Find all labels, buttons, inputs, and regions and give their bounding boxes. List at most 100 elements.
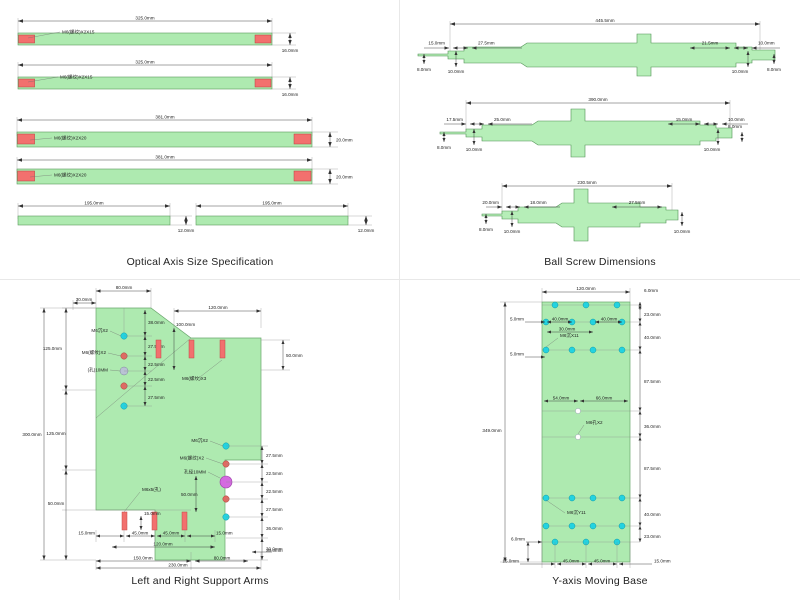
screw-3-group: 230.5mm 20.0mm 18.0mm 8.0mm 10.0mm: [479, 180, 691, 242]
arms-left-pitch-5: 27.5mm: [148, 395, 165, 400]
arms-base-right: 80.0mm: [214, 556, 231, 561]
arms-label-m6-cy-x2-right: M6沉X2: [191, 437, 208, 444]
arms-label-hole-10mm: (孔)10MM: [88, 367, 109, 374]
ybase-bottom-edge: 6.0mm: [511, 537, 525, 542]
screw-3-right-mid-dia: 10.0mm: [674, 229, 691, 234]
y-base-plate: [541, 301, 631, 563]
y-base-hole: [589, 494, 597, 502]
arms-slot-height: 15.0mm: [144, 511, 161, 516]
ybase-row-gap-4: 36.0mm: [644, 424, 661, 429]
ybase-row-gap-3: 87.5mm: [644, 379, 661, 384]
arms-left-pitch-3: 22.5mm: [148, 362, 165, 367]
arms-right-bottom-offset-label: 30.0mm: [266, 547, 283, 552]
arm-slot-bottom-3: [181, 511, 188, 531]
ybase-row-gap-7: 23.0mm: [644, 534, 661, 539]
rod-1-length: 325.0mm: [135, 16, 154, 21]
arms-base-total: 230.0mm: [168, 563, 187, 568]
caption-ball-screw: Ball Screw Dimensions: [544, 256, 656, 268]
screw-2-left-segment: 17.5mm: [446, 117, 463, 122]
rod-2-length: 325.0mm: [135, 60, 154, 65]
ybase-top-edge: 6.0mm: [644, 288, 658, 293]
caption-support-arms: Left and Right Support Arms: [131, 575, 269, 587]
ybase-height: 349.0mm: [482, 428, 501, 433]
arm-slot-bottom-1: [121, 511, 128, 531]
arms-label-m6-cy-x2: M6沉X2: [91, 327, 108, 334]
arms-right-pitch-3: 22.5mm: [266, 489, 283, 494]
ybase-left-inset: 5.0mm: [510, 317, 524, 322]
rod-1-diameter: 16.0mm: [282, 48, 299, 53]
ybase-bottom-left-edge: 15.0mm: [502, 559, 519, 564]
arm-slot-top-3: [219, 339, 226, 359]
arms-right-width: 120.0mm: [208, 305, 227, 310]
arms-right-pitch-4: 27.5mm: [266, 507, 283, 512]
arms-label-m6-thread-x2-right: M6(螺纹)X2: [180, 455, 205, 462]
screw-3-left-small-dia: 8.0mm: [479, 227, 493, 232]
arms-right-bottom-offset: 30.0mm: [266, 548, 283, 553]
arms-right-tab-height: 50.0mm: [181, 492, 198, 497]
rod-4-group: 381.0mm M6(螺纹)X2X20 20.0mm: [16, 155, 353, 185]
panel-optical-axis: 325.0mm M6(螺纹)X2X15 16.0mm: [0, 0, 400, 280]
y-base-hole: [551, 301, 559, 309]
screw-3-left-step: 18.0mm: [530, 200, 547, 205]
y-base-hole: [618, 522, 626, 530]
arms-bottom-span: 120.0mm: [153, 542, 172, 547]
rod-1-thread: M6(螺纹)X2X15: [62, 29, 95, 36]
screw-1-left-segment: 15.0mm: [428, 41, 445, 46]
arms-mid-height: 125.0mm: [46, 431, 65, 436]
arms-left-pitch-4: 22.5mm: [148, 377, 165, 382]
panel-y-axis-base: 120.0mm 6.0mm 23.0mm 40.0mm 87.5mm 36.0m…: [400, 280, 800, 600]
rod-3-group: 381.0mm M6(螺纹)X2X20 20.0mm: [16, 115, 353, 148]
screw-3-right-segment: 27.5mm: [629, 200, 646, 205]
ybase-label-m6-cy-y11: M6沉Y11: [567, 509, 586, 516]
arms-upper-height: 125.0mm: [43, 346, 62, 351]
y-base-hole: [568, 494, 576, 502]
screw-1-left-step: 27.5mm: [478, 41, 495, 46]
y-base-hole: [589, 346, 597, 354]
screw-1-right-mid-dia: 10.0mm: [732, 69, 749, 74]
rod-3-length: 381.0mm: [155, 115, 174, 120]
rod-6-diameter: 12.0mm: [358, 228, 375, 233]
screw-1-right-small-dia: 8.0mm: [767, 67, 781, 72]
rod-3-thread: M6(螺纹)X2X20: [54, 135, 87, 142]
arms-right-pitch-2: 22.5mm: [266, 471, 283, 476]
arms-label-m6-thread-x3: M6(螺纹)X3: [182, 375, 207, 382]
arms-bottom-pitch-a: 45.0mm: [132, 531, 149, 536]
screw-3-total-length: 230.5mm: [577, 180, 596, 185]
ybase-bottom-right-edge: 15.0mm: [654, 559, 671, 564]
arms-right-drop: 100.0mm: [176, 322, 195, 327]
ybase-label-m6-cy-x11: M6沉X11: [560, 332, 579, 339]
screw-2-left-small-dia: 8.0mm: [437, 145, 451, 150]
screw-2-right-mid-dia: 10.0mm: [704, 147, 721, 152]
ybase-left-inset-2: 5.0mm: [510, 352, 524, 357]
screw-2-total-length: 390.0mm: [588, 97, 607, 102]
support-arms-drawing: 80.0mm 30.0mm 300.0mm 125.0mm: [22, 285, 303, 570]
rod-6-length: 195.0mm: [262, 201, 281, 206]
ybase-label-m6-hole-x2: M6孔X2: [586, 419, 603, 426]
rod-2-group: 325.0mm M6(螺纹)X2X15 16.0mm: [17, 60, 298, 97]
arm-slot-bottom-2: [151, 511, 158, 531]
rod-6-group: 195.0mm 12.0mm: [195, 201, 375, 233]
y-base-hole: [613, 301, 621, 309]
rod-5-diameter: 12.0mm: [178, 228, 195, 233]
screw-2-group: 390.0mm 17.5mm 25.0mm 8.0mm 10.0mm: [437, 97, 748, 158]
ybase-bottom-pitch-a: 45.0mm: [563, 559, 580, 564]
optical-axis-drawing: 325.0mm M6(螺纹)X2X15 16.0mm: [16, 16, 375, 233]
caption-y-axis-base: Y-axis Moving Base: [552, 575, 648, 587]
screw-2-right-segment: 15.0mm: [676, 117, 693, 122]
rod-4-length: 381.0mm: [155, 155, 174, 160]
screw-2-left-mid-dia: 10.0mm: [466, 147, 483, 152]
y-base-hole: [542, 522, 550, 530]
arms-bottom-right-edge: 15.0mm: [216, 531, 233, 536]
screw-1-left-mid-dia: 10.0mm: [448, 69, 465, 74]
rod-3-diameter: 20.0mm: [336, 138, 353, 143]
screw-1-total-length: 445.5mm: [595, 18, 614, 23]
arms-bottom-left-edge: 15.0mm: [78, 531, 95, 536]
y-base-hole-open: [575, 408, 581, 414]
ybase-row-gap-6: 40.0mm: [644, 512, 661, 517]
ybase-row-gap-5: 87.5mm: [644, 466, 661, 471]
ybase-width: 120.0mm: [576, 286, 595, 291]
rod-5-group: 195.0mm 12.0mm: [17, 201, 195, 233]
ybase-bottom-pitch-b: 45.0mm: [594, 559, 611, 564]
ybase-row-gap-2: 40.0mm: [644, 335, 661, 340]
